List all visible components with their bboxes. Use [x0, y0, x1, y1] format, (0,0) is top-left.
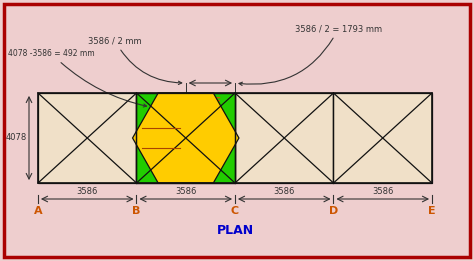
Text: C: C: [231, 206, 239, 216]
Text: 4078: 4078: [6, 133, 27, 143]
Text: 3586: 3586: [273, 187, 295, 196]
Bar: [137, 93, 235, 183]
Text: PLAN: PLAN: [217, 224, 254, 238]
Polygon shape: [133, 93, 239, 183]
Text: 3586 / 2 mm: 3586 / 2 mm: [88, 36, 182, 85]
Text: 3586 / 2 = 1793 mm: 3586 / 2 = 1793 mm: [239, 24, 382, 85]
Text: D: D: [329, 206, 338, 216]
Text: A: A: [34, 206, 42, 216]
Bar: [38, 93, 137, 183]
Bar: [137, 93, 235, 183]
Bar: [334, 93, 432, 183]
Text: 3586: 3586: [77, 187, 98, 196]
Text: B: B: [132, 206, 141, 216]
Text: 4078 -3586 = 492 mm: 4078 -3586 = 492 mm: [8, 49, 146, 107]
Bar: [38, 93, 432, 183]
Text: 3586: 3586: [175, 187, 196, 196]
Text: F: F: [214, 97, 221, 107]
Text: 3586: 3586: [372, 187, 393, 196]
Text: E: E: [428, 206, 436, 216]
Bar: [235, 93, 334, 183]
